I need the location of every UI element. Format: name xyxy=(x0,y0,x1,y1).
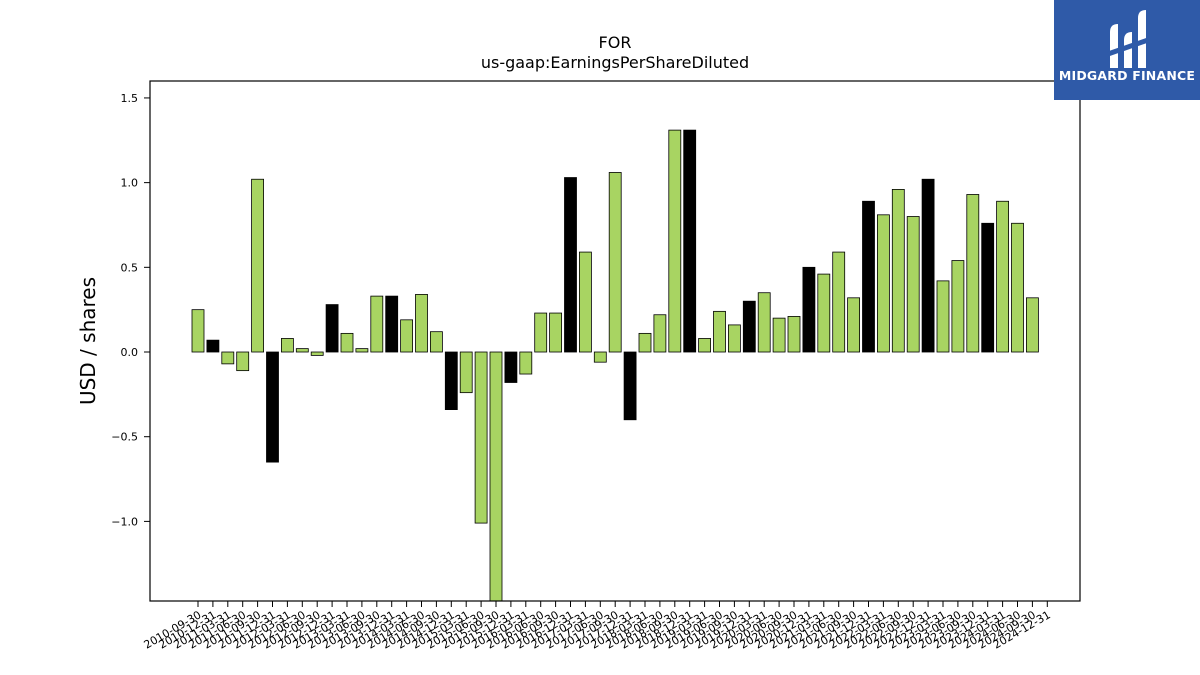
bar-2016-12-31 xyxy=(564,177,577,353)
bar-2021-06-30 xyxy=(832,251,846,353)
bar-2016-06-30 xyxy=(534,312,548,353)
bar-2011-03-31 xyxy=(221,351,235,365)
bar-2011-09-30 xyxy=(251,178,265,353)
plot-area xyxy=(191,129,1039,602)
y-tick-label: −1.0 xyxy=(111,515,138,528)
bar-2015-06-30 xyxy=(474,351,488,524)
bar-2021-12-31 xyxy=(862,200,875,353)
x-axis: 2010-09-302010-12-312011-03-312011-06-30… xyxy=(142,601,1053,652)
bar-2012-06-30 xyxy=(295,348,309,353)
bar-2014-03-31 xyxy=(400,319,414,353)
bar-2021-09-30 xyxy=(847,297,860,353)
bar-2021-03-31 xyxy=(817,273,831,353)
logo-text: MIDGARD FINANCE xyxy=(1058,68,1196,83)
bar-2018-12-31 xyxy=(683,129,697,353)
bar-2020-12-31 xyxy=(802,266,816,353)
bar-2014-06-30 xyxy=(415,294,428,353)
bar-2019-12-31 xyxy=(742,300,756,353)
bar-2011-12-31 xyxy=(266,351,279,463)
bar-2017-12-31 xyxy=(623,351,637,421)
y-tick-label: 1.5 xyxy=(121,92,139,105)
bar-2023-06-30 xyxy=(951,260,965,353)
bar-2018-03-31 xyxy=(638,332,652,353)
bar-2012-12-31 xyxy=(325,304,339,353)
bar-2024-09-30 xyxy=(1026,297,1039,353)
bar-2015-09-30 xyxy=(489,351,503,602)
bar-2016-03-31 xyxy=(519,351,533,375)
bar-2022-09-30 xyxy=(906,216,920,353)
bar-2017-03-31 xyxy=(579,251,592,353)
bar-2014-12-31 xyxy=(444,351,458,410)
bar-2017-06-30 xyxy=(593,351,607,363)
bar-2023-12-31 xyxy=(981,222,995,353)
bar-2018-09-30 xyxy=(668,129,682,353)
logo-mark-icon xyxy=(1107,10,1149,68)
company-logo: MIDGARD FINANCE xyxy=(1054,0,1200,100)
bar-2011-06-30 xyxy=(236,351,250,372)
bar-2013-03-31 xyxy=(340,332,354,353)
bar-2010-09-30 xyxy=(191,309,205,353)
bar-2023-09-30 xyxy=(966,194,980,353)
bar-2020-09-30 xyxy=(787,316,801,353)
bar-2015-12-31 xyxy=(504,351,518,383)
bar-2016-09-30 xyxy=(549,312,562,353)
bar-2023-03-31 xyxy=(936,280,950,353)
bar-2022-06-30 xyxy=(891,189,905,353)
bar-2010-12-31 xyxy=(206,339,220,353)
bar-2013-06-30 xyxy=(355,348,369,353)
y-tick-label: 0.5 xyxy=(121,261,139,274)
y-axis-label: USD / shares xyxy=(76,277,100,405)
bar-2024-06-30 xyxy=(1011,222,1024,353)
bar-2020-06-30 xyxy=(772,317,786,353)
y-tick-label: 0.0 xyxy=(121,346,139,359)
bar-2019-06-30 xyxy=(713,310,726,353)
bar-2013-09-30 xyxy=(370,295,384,353)
y-tick-label: −0.5 xyxy=(111,431,138,444)
chart-title-line2: us-gaap:EarningsPerShareDiluted xyxy=(481,53,749,72)
bar-2012-09-30 xyxy=(310,351,324,356)
bar-2017-09-30 xyxy=(608,172,622,353)
bar-2013-12-31 xyxy=(385,295,399,353)
bar-2022-12-31 xyxy=(921,178,935,353)
y-axis: −1.0 −0.5 0.0 0.5 1.0 1.5 xyxy=(111,92,150,528)
bar-2020-03-31 xyxy=(757,292,771,353)
bar-2022-03-31 xyxy=(877,214,890,353)
bar-2019-03-31 xyxy=(698,338,711,353)
chart-title-line1: FOR xyxy=(599,33,632,52)
bar-2019-09-30 xyxy=(728,324,741,353)
bar-2014-09-30 xyxy=(429,331,443,353)
bar-2024-03-31 xyxy=(996,200,1009,353)
bar-2018-06-30 xyxy=(653,314,667,353)
bar-2012-03-31 xyxy=(280,338,294,353)
bar-2015-03-31 xyxy=(459,351,473,394)
y-tick-label: 1.0 xyxy=(121,177,139,190)
